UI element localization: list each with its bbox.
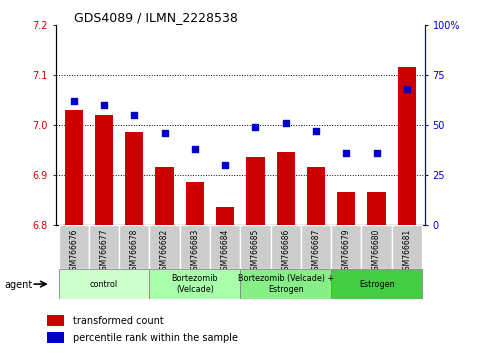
Point [252, 124, 259, 130]
Text: GSM766682: GSM766682 [160, 228, 169, 275]
Point [161, 130, 169, 136]
Bar [246, 157, 265, 225]
Bar [361, 225, 392, 269]
Point [342, 150, 350, 156]
Bar [95, 115, 113, 225]
Bar [156, 167, 174, 225]
Bar [125, 132, 143, 225]
Text: GSM766685: GSM766685 [251, 228, 260, 275]
Text: GSM766679: GSM766679 [342, 228, 351, 275]
Bar [119, 225, 149, 269]
Bar [331, 269, 422, 299]
Text: GSM766683: GSM766683 [190, 228, 199, 275]
Bar [65, 110, 83, 225]
Bar [180, 225, 210, 269]
Bar [331, 225, 361, 269]
Text: GSM766677: GSM766677 [99, 228, 109, 275]
Bar [392, 225, 422, 269]
Bar [368, 192, 385, 225]
Bar [58, 225, 89, 269]
Bar [241, 269, 331, 299]
Text: GSM766684: GSM766684 [221, 228, 229, 275]
Text: Estrogen: Estrogen [359, 280, 395, 289]
Bar [149, 225, 180, 269]
Text: GSM766678: GSM766678 [130, 228, 139, 275]
Point [100, 102, 108, 108]
Bar [241, 225, 270, 269]
Text: GSM766676: GSM766676 [69, 228, 78, 275]
Point [282, 120, 290, 126]
Point [191, 146, 199, 152]
Text: Bortezomib
(Velcade): Bortezomib (Velcade) [171, 274, 218, 294]
Point [70, 98, 78, 104]
Text: GSM766681: GSM766681 [402, 228, 412, 275]
Bar [270, 225, 301, 269]
Bar [307, 167, 325, 225]
Point [373, 150, 381, 156]
Text: control: control [90, 280, 118, 289]
Text: GDS4089 / ILMN_2228538: GDS4089 / ILMN_2228538 [74, 11, 238, 24]
Text: GSM766687: GSM766687 [312, 228, 321, 275]
Bar [58, 269, 149, 299]
Bar [186, 182, 204, 225]
Point [221, 162, 229, 168]
Text: Bortezomib (Velcade) +
Estrogen: Bortezomib (Velcade) + Estrogen [238, 274, 334, 294]
Bar [210, 225, 241, 269]
Point [403, 86, 411, 92]
Bar [149, 269, 241, 299]
Point [130, 112, 138, 118]
Bar [47, 315, 64, 326]
Text: agent: agent [5, 280, 33, 290]
Bar [89, 225, 119, 269]
Bar [337, 192, 355, 225]
Text: GSM766680: GSM766680 [372, 228, 381, 275]
Bar [216, 207, 234, 225]
Bar [47, 332, 64, 343]
Text: transformed count: transformed count [72, 316, 163, 326]
Point [312, 128, 320, 133]
Text: percentile rank within the sample: percentile rank within the sample [72, 333, 238, 343]
Bar [398, 67, 416, 225]
Bar [277, 152, 295, 225]
Bar [301, 225, 331, 269]
Text: GSM766686: GSM766686 [281, 228, 290, 275]
